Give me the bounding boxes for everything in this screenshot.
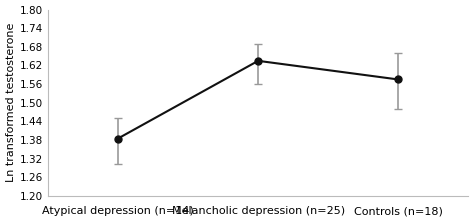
Y-axis label: Ln transformed testosterone: Ln transformed testosterone	[6, 23, 16, 182]
